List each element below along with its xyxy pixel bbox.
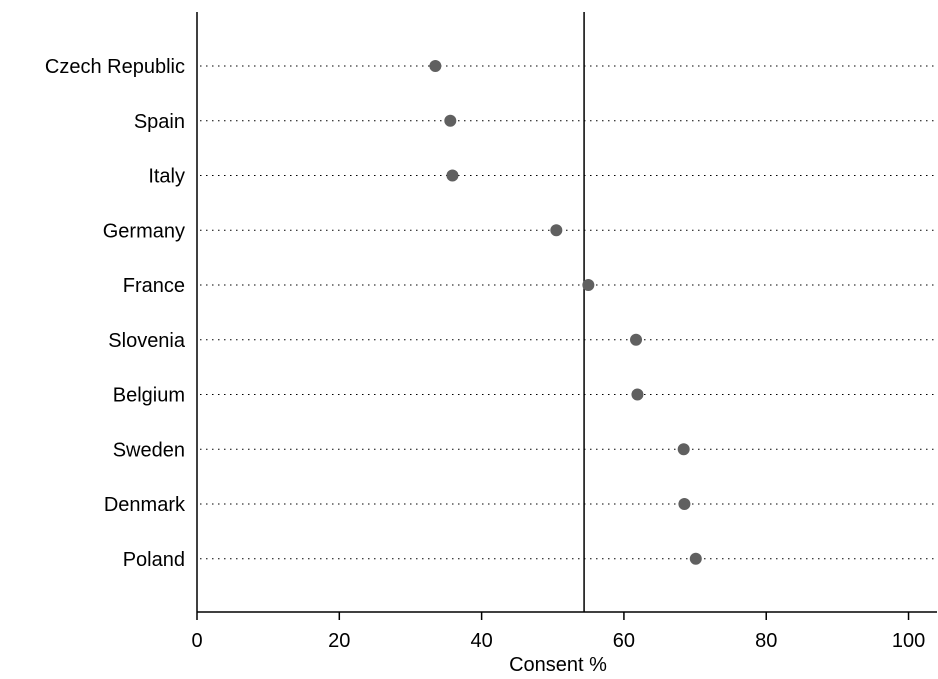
category-label: Slovenia bbox=[108, 330, 186, 352]
data-point bbox=[550, 224, 563, 237]
data-point bbox=[678, 498, 691, 510]
axes bbox=[196, 12, 937, 613]
x-tick-label: 60 bbox=[613, 630, 635, 652]
category-label: France bbox=[123, 275, 185, 297]
category-label: Czech Republic bbox=[45, 56, 185, 78]
x-tick-label: 40 bbox=[470, 630, 492, 652]
data-point bbox=[677, 443, 690, 456]
x-tick-label: 0 bbox=[191, 630, 202, 652]
category-labels: Czech Republic Spain Italy Germany France Slo… bbox=[45, 56, 186, 571]
data-point bbox=[446, 169, 459, 182]
data-points bbox=[429, 60, 702, 565]
data-point bbox=[689, 552, 702, 565]
category-label: Denmark bbox=[104, 494, 186, 516]
x-axis-title: Consent % bbox=[509, 654, 607, 676]
data-point bbox=[630, 333, 643, 346]
category-label: Italy bbox=[148, 166, 185, 188]
category-label: Sweden bbox=[113, 439, 185, 461]
data-point bbox=[444, 114, 457, 127]
x-tick-label: 80 bbox=[755, 630, 777, 652]
category-label: Germany bbox=[103, 220, 185, 242]
data-point bbox=[429, 60, 442, 72]
category-label: Belgium bbox=[113, 385, 185, 407]
data-point bbox=[582, 279, 595, 291]
x-axis-ticks: 0 20 40 60 80 100 bbox=[191, 612, 925, 652]
category-label: Poland bbox=[123, 549, 185, 571]
x-tick-label: 20 bbox=[328, 630, 350, 652]
category-label: Spain bbox=[134, 111, 185, 133]
x-tick-label: 100 bbox=[892, 630, 925, 652]
category-guide-lines bbox=[200, 65, 937, 560]
data-point bbox=[631, 388, 644, 401]
